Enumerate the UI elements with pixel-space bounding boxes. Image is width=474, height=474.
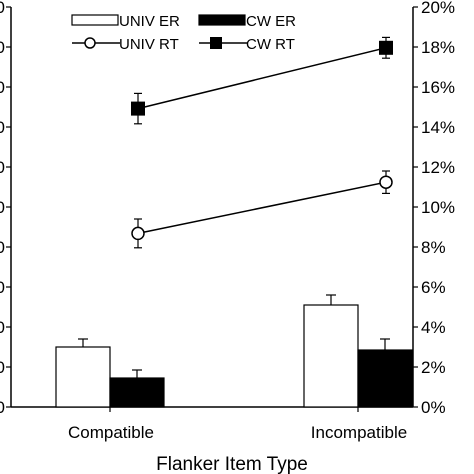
right-tick-label: 18% [421, 38, 455, 57]
right-tick-label: 4% [421, 318, 446, 337]
x-tick-label: Compatible [68, 423, 154, 442]
bar [55, 346, 111, 408]
series-line [137, 47, 387, 110]
left-tick-label: 500 [0, 398, 5, 417]
legend-swatch-cw-er [198, 14, 246, 26]
lines [131, 36, 393, 249]
data-point [379, 40, 393, 55]
data-point [131, 101, 145, 116]
left-tick-label: 650 [0, 278, 5, 297]
legend-label: CW ER [246, 13, 296, 30]
legend-label: UNIV ER [119, 13, 180, 30]
left-tick-label: 950 [0, 38, 5, 57]
right-tick-label: 14% [421, 118, 455, 137]
right-tick-label: 10% [421, 198, 455, 217]
series-line [137, 181, 387, 235]
bar [303, 304, 359, 408]
legend-swatch-univ-er [71, 14, 119, 26]
left-tick-label: 850 [0, 118, 5, 137]
x-tick-label: Incompatible [311, 423, 407, 442]
axes: 500 550 600 650 700 750 800 850 900 950 1000 0% 2% 4%… [0, 0, 455, 442]
left-tick-label: 700 [0, 238, 5, 257]
bar [357, 349, 413, 408]
legend: UNIV ER CW ER UNIV RT CW RT [71, 13, 296, 53]
left-tick-label: 1000 [0, 0, 5, 17]
right-tick-label: 8% [421, 238, 446, 257]
left-tick-label: 550 [0, 358, 5, 377]
bars [55, 294, 413, 408]
right-tick-label: 12% [421, 158, 455, 177]
x-axis-label: Flanker Item Type [156, 454, 308, 474]
left-tick-label: 800 [0, 158, 5, 177]
bar [109, 377, 165, 408]
right-tick-label: 0% [421, 398, 446, 417]
right-tick-label: 6% [421, 278, 446, 297]
left-tick-label: 900 [0, 78, 5, 97]
legend-marker-univ-rt [84, 37, 96, 49]
legend-marker-cw-rt [210, 37, 222, 49]
left-tick-label: 600 [0, 318, 5, 337]
data-point [379, 175, 393, 189]
right-tick-label: 2% [421, 358, 446, 377]
left-tick-label: 750 [0, 198, 5, 217]
right-tick-label: 20% [421, 0, 455, 17]
data-point [131, 226, 145, 241]
right-tick-label: 16% [421, 78, 455, 97]
legend-label: CW RT [246, 36, 295, 53]
legend-label: UNIV RT [119, 36, 179, 53]
